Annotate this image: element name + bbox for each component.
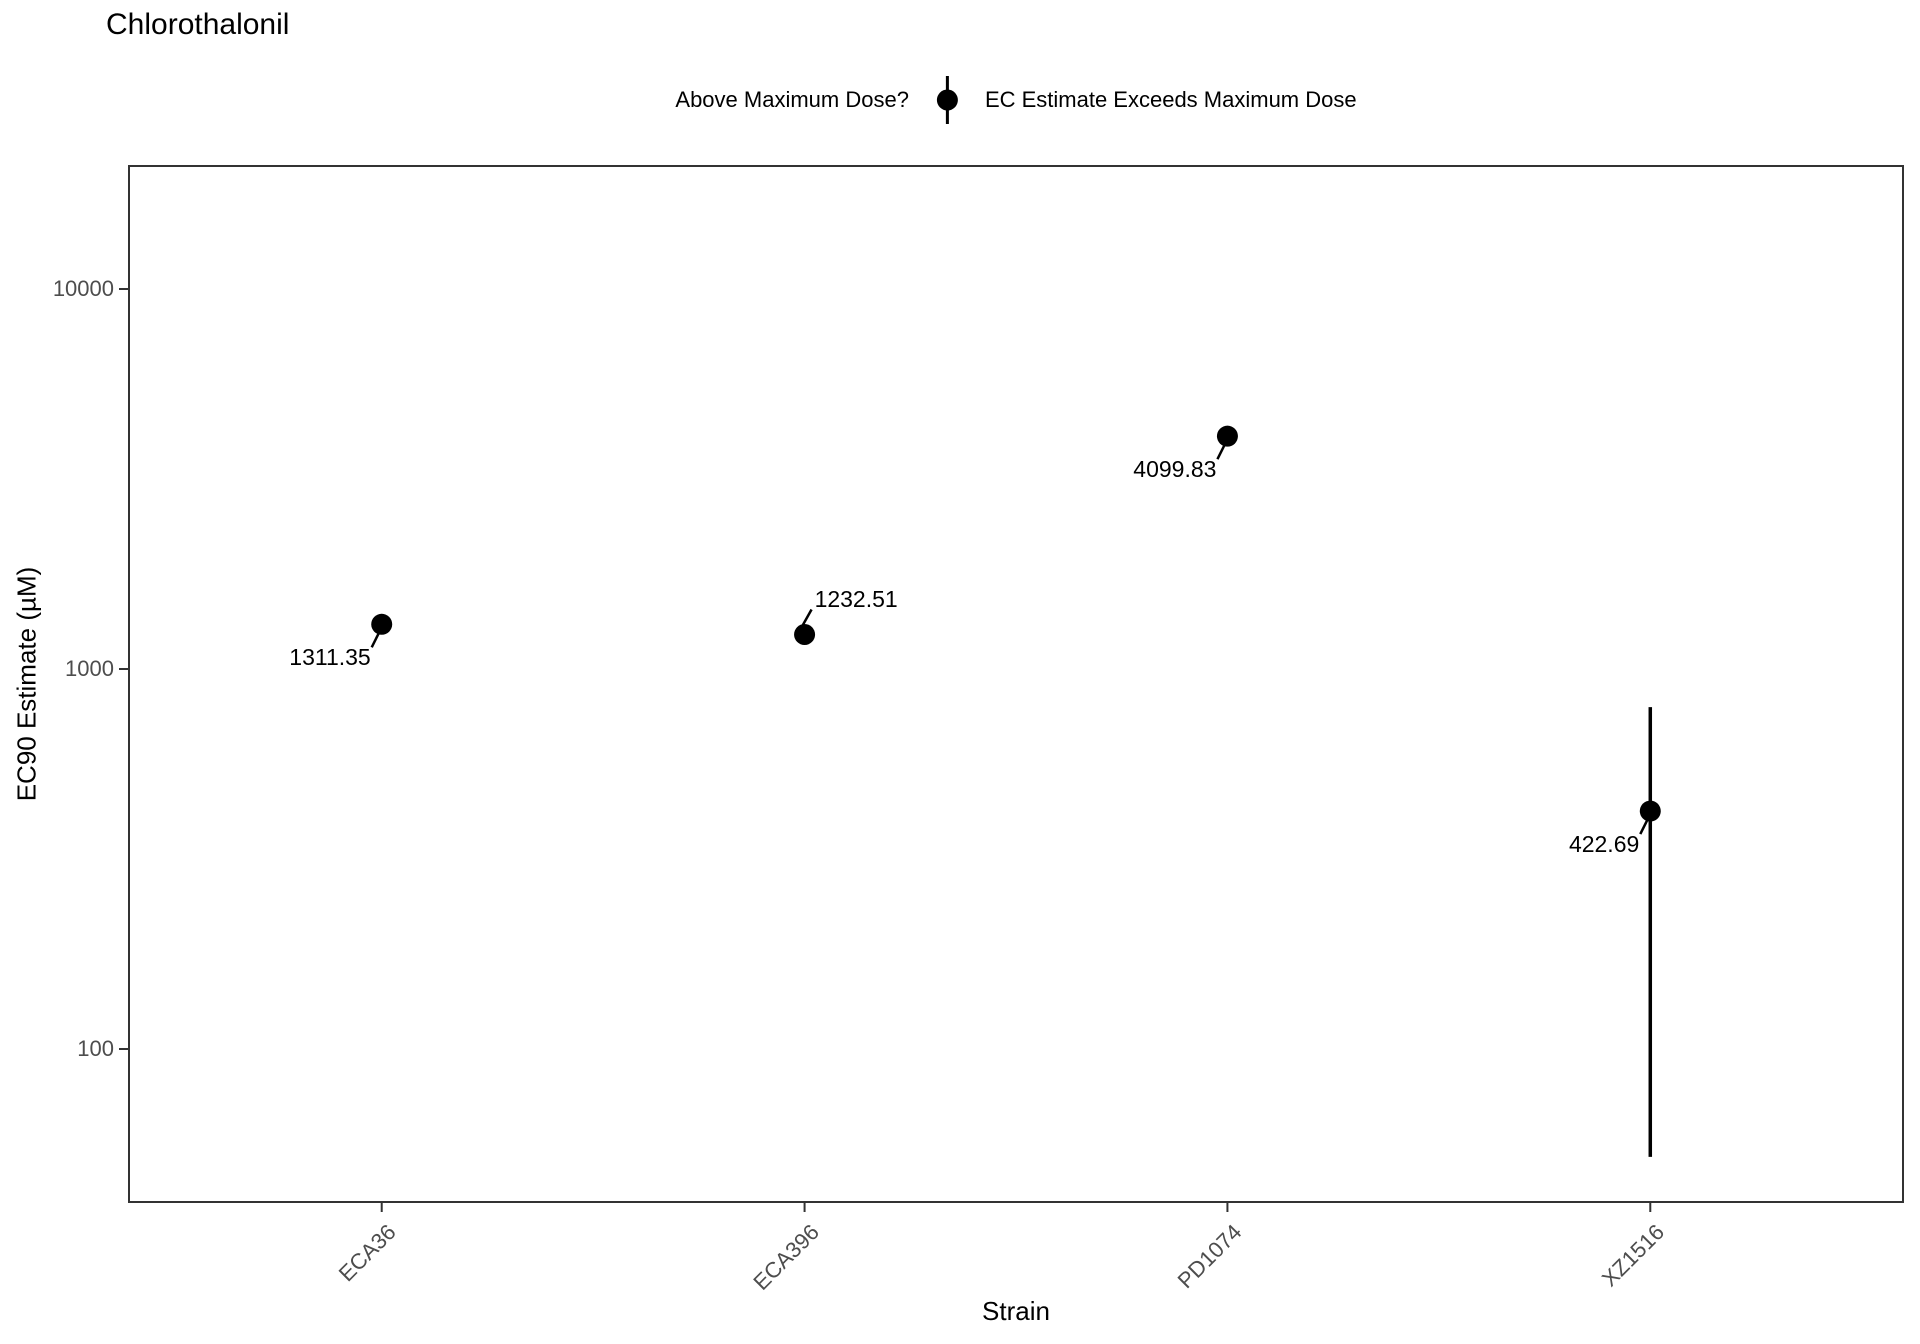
point-label: 1311.35	[289, 644, 371, 671]
legend-entry-label: EC Estimate Exceeds Maximum Dose	[984, 87, 1357, 112]
point-label: 1232.51	[814, 586, 898, 613]
chart-title: Chlorothalonil	[106, 8, 290, 41]
y-tick-label: 10000	[52, 276, 114, 301]
y-tick-label: 100	[77, 1036, 114, 1061]
legend: Above Maximum Dose? EC Estimate Exceeds …	[675, 76, 1357, 124]
legend-title: Above Maximum Dose?	[675, 87, 909, 112]
x-tick-label: PD1074	[1172, 1219, 1247, 1294]
x-tick-label: ECA396	[747, 1219, 824, 1295]
x-tick-label: XZ1516	[1597, 1219, 1670, 1292]
y-tick-label: 1000	[65, 656, 114, 681]
x-tick-label: ECA36	[333, 1219, 401, 1287]
x-axis-title: Strain	[982, 1296, 1050, 1326]
point-label: 422.69	[1568, 831, 1640, 858]
pointrange-legend-icon	[936, 76, 958, 124]
y-axis-title: EC90 Estimate (µM)	[11, 566, 42, 802]
plot-panel	[128, 165, 1904, 1203]
point-label: 4099.83	[1133, 456, 1217, 483]
pointrange-dot-glyph	[936, 89, 958, 111]
